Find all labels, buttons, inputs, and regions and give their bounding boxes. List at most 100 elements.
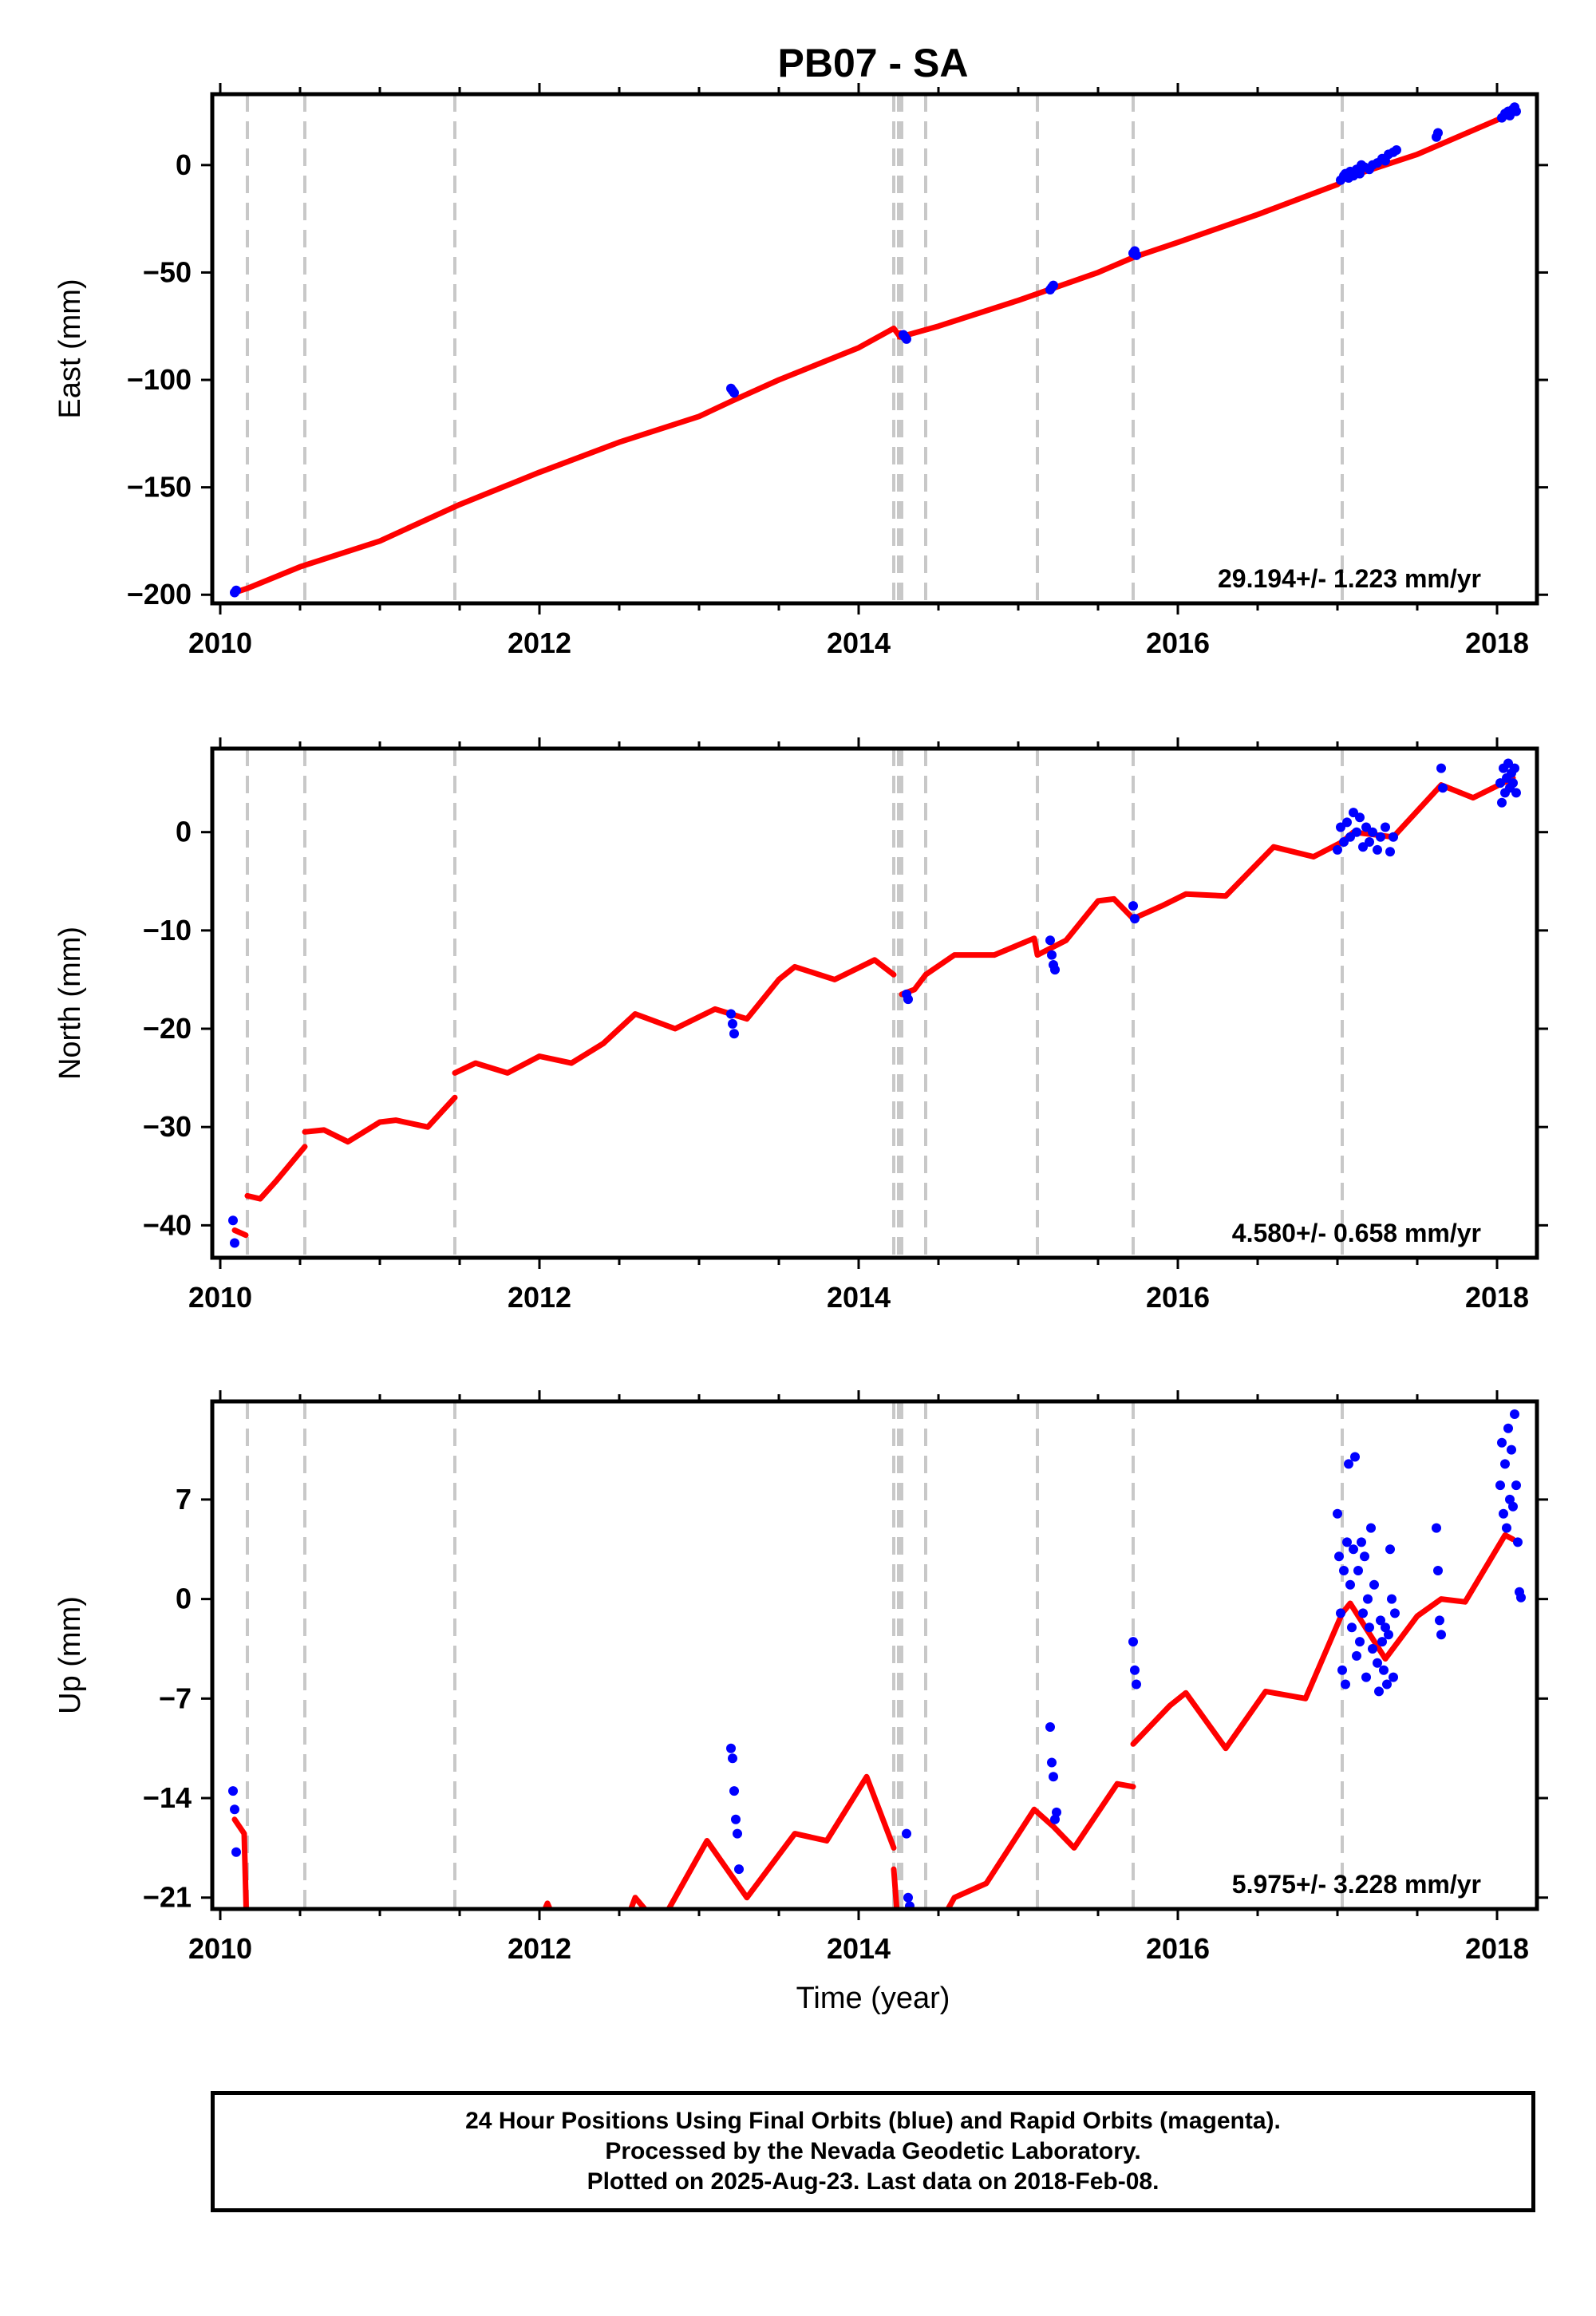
north-data-point [903,994,913,1005]
up-data-point [1436,1630,1446,1640]
up-data-point [230,1804,239,1815]
up-data-point [1353,1566,1363,1575]
east-y-tick-label: 0 [176,148,192,181]
up-data-point [902,1828,911,1839]
north-data-point [1368,827,1377,837]
up-data-point [1358,1608,1368,1618]
up-data-point [1360,1551,1369,1562]
up-data-point [1345,1579,1355,1590]
up-data-point [1333,1508,1342,1519]
east-velocity-label: 29.194+/- 1.223 mm/yr [1218,564,1481,593]
up-data-point [1342,1537,1352,1547]
east-data-point [1511,106,1521,117]
north-data-point [1333,844,1342,855]
up-data-point [1347,1622,1357,1633]
up-y-tick-label: −14 [143,1781,192,1814]
up-data-point [1432,1523,1441,1533]
up-velocity-label: 5.975+/- 3.228 mm/yr [1232,1870,1481,1899]
up-data-point [1511,1480,1521,1491]
north-y-tick-label: −20 [143,1012,192,1045]
up-y-tick-label: −7 [159,1682,192,1714]
north-model-curve [452,957,897,1076]
up-model-curve [944,1780,1136,1909]
east-data-point [1132,250,1141,260]
up-plot-frame [210,1399,1539,1911]
up-data-point [1130,1665,1140,1675]
up-model-curve [231,1816,249,1909]
north-data-point [1376,832,1385,842]
east-x-tick-label: 2012 [508,626,571,659]
up-data-point [1349,1544,1358,1555]
north-y-axis-label: North (mm) [53,927,87,1080]
north-y-tick-label: −30 [143,1110,192,1143]
north-x-tick-label: 2014 [827,1281,891,1314]
north-data-point [1511,788,1521,798]
up-data-point [231,1847,241,1857]
up-data-point [1132,1679,1141,1690]
north-data-point [729,1029,739,1039]
up-data-point [1366,1523,1376,1533]
up-data-point [1510,1409,1519,1419]
up-data-point [1355,1637,1365,1647]
east-x-tick-label: 2014 [827,626,891,659]
east-data-point [1392,145,1401,155]
north-x-tick-label: 2016 [1146,1281,1210,1314]
north-model-curve [244,1144,308,1202]
up-data-point [1385,1544,1395,1555]
east-y-axis-label: East (mm) [53,279,87,418]
east-data-point [1049,280,1058,290]
up-data-point [726,1743,736,1753]
up-y-tick-label: −21 [143,1881,192,1914]
north-x-tick-label: 2010 [188,1281,252,1314]
up-model-curve [891,1866,900,1909]
east-y-tick-label: −50 [143,255,192,288]
north-data-point [1438,783,1448,793]
east-data-point [902,334,911,344]
north-plot-area [228,749,1521,1258]
up-data-point [1382,1679,1392,1690]
up-data-point [1047,1757,1057,1768]
east-x-tick-label: 2018 [1465,626,1529,659]
up-data-point [1503,1423,1513,1433]
east-panel: 2010 2012 2014 2016 2018 0 −50 −100 −150 −200 East… [53,83,1548,659]
up-data-point [1045,1722,1055,1732]
up-data-point [1507,1445,1516,1455]
north-data-point [1342,817,1352,828]
up-data-point [1377,1637,1387,1647]
up-data-point [1350,1452,1360,1462]
north-data-point [1385,847,1395,857]
up-data-point [1344,1459,1353,1469]
up-data-point [1374,1686,1384,1697]
north-model-curve [899,775,1516,998]
up-y-axis-label: Up (mm) [53,1596,87,1714]
up-data-point [1390,1608,1400,1618]
up-data-point [729,1786,739,1796]
up-data-point [1339,1566,1349,1575]
east-plot-frame [210,92,1539,606]
up-data-point [1384,1630,1393,1640]
north-data-point [1381,822,1390,832]
east-plot-area [230,94,1521,603]
up-data-point [1352,1650,1361,1661]
north-data-point [1050,965,1060,975]
north-data-point [1436,763,1446,773]
up-data-point [1373,1658,1382,1668]
up-data-point [731,1814,741,1824]
footer-line-1: 24 Hour Positions Using Final Orbits (bl… [465,2108,1281,2134]
up-data-point [728,1753,737,1764]
up-data-point [1497,1437,1507,1448]
up-data-point [1368,1644,1377,1654]
north-data-point [726,1009,736,1019]
east-model-curve [231,110,1516,595]
up-data-point [1502,1523,1511,1533]
up-data-point [228,1786,238,1796]
up-data-point [734,1864,744,1875]
east-data-point [1433,128,1443,138]
north-plot-frame [210,746,1539,1260]
up-data-point [1369,1579,1379,1590]
north-model-curve [231,1227,249,1239]
north-model-curve [302,1094,458,1145]
up-data-point [1500,1459,1510,1469]
up-data-point [1389,1672,1398,1682]
up-data-point [1508,1501,1518,1512]
